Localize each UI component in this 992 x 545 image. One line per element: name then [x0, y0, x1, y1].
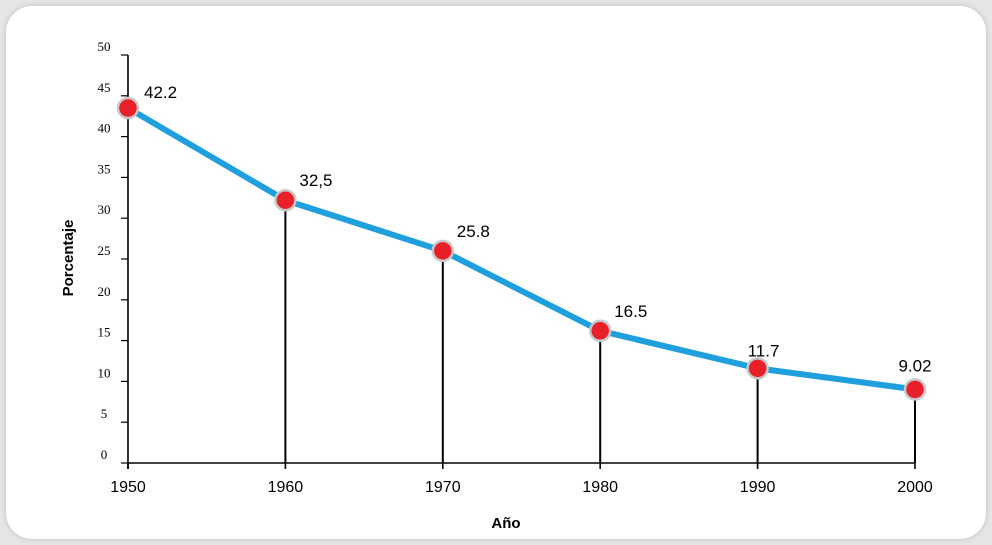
y-tick-label: 15: [98, 325, 111, 340]
x-axis-title: Año: [491, 515, 520, 532]
y-tick-label: 40: [98, 121, 111, 136]
data-label: 16.5: [614, 302, 647, 321]
y-tick-label: 45: [98, 80, 111, 95]
data-point: [431, 239, 455, 263]
data-point: [116, 96, 140, 120]
series-line: [125, 105, 918, 393]
data-point: [274, 188, 297, 212]
data-point: [746, 357, 769, 380]
x-tick-label: 1950: [110, 479, 146, 496]
y-axis-title: Porcentaje: [60, 220, 77, 297]
data-point: [588, 319, 612, 343]
x-tick-label: 1990: [740, 479, 776, 496]
x-tick-label: 1980: [582, 479, 618, 496]
chart-card: [6, 6, 986, 539]
data-label: 32,5: [299, 171, 332, 190]
drop-lines: [284, 200, 916, 463]
data-label: 25.8: [457, 222, 490, 241]
axes: 0 5 10 15 20 25 30 35 40 45 50 1950 1960 1970 1980 1990…: [98, 39, 933, 496]
x-tick-label: 1960: [268, 479, 304, 496]
y-tick-label: 0: [101, 447, 108, 462]
data-labels: 42.2 32,5 25.8 16.5 11.7 9.02: [144, 83, 932, 375]
data-point: [903, 378, 927, 401]
data-label: 11.7: [748, 341, 780, 360]
y-tick-label: 30: [98, 202, 111, 217]
x-tick-label: 1970: [425, 479, 461, 496]
y-tick-label: 50: [98, 39, 111, 54]
y-tick-label: 35: [98, 161, 111, 176]
y-tick-label: 10: [98, 365, 111, 380]
x-tick-label: 2000: [897, 479, 933, 496]
y-tick-label: 5: [101, 406, 108, 421]
series: [116, 96, 927, 401]
data-label: 9.02: [898, 356, 931, 375]
data-label: 42.2: [144, 83, 177, 102]
y-tick-label: 20: [98, 284, 111, 299]
y-tick-label: 25: [98, 243, 111, 258]
